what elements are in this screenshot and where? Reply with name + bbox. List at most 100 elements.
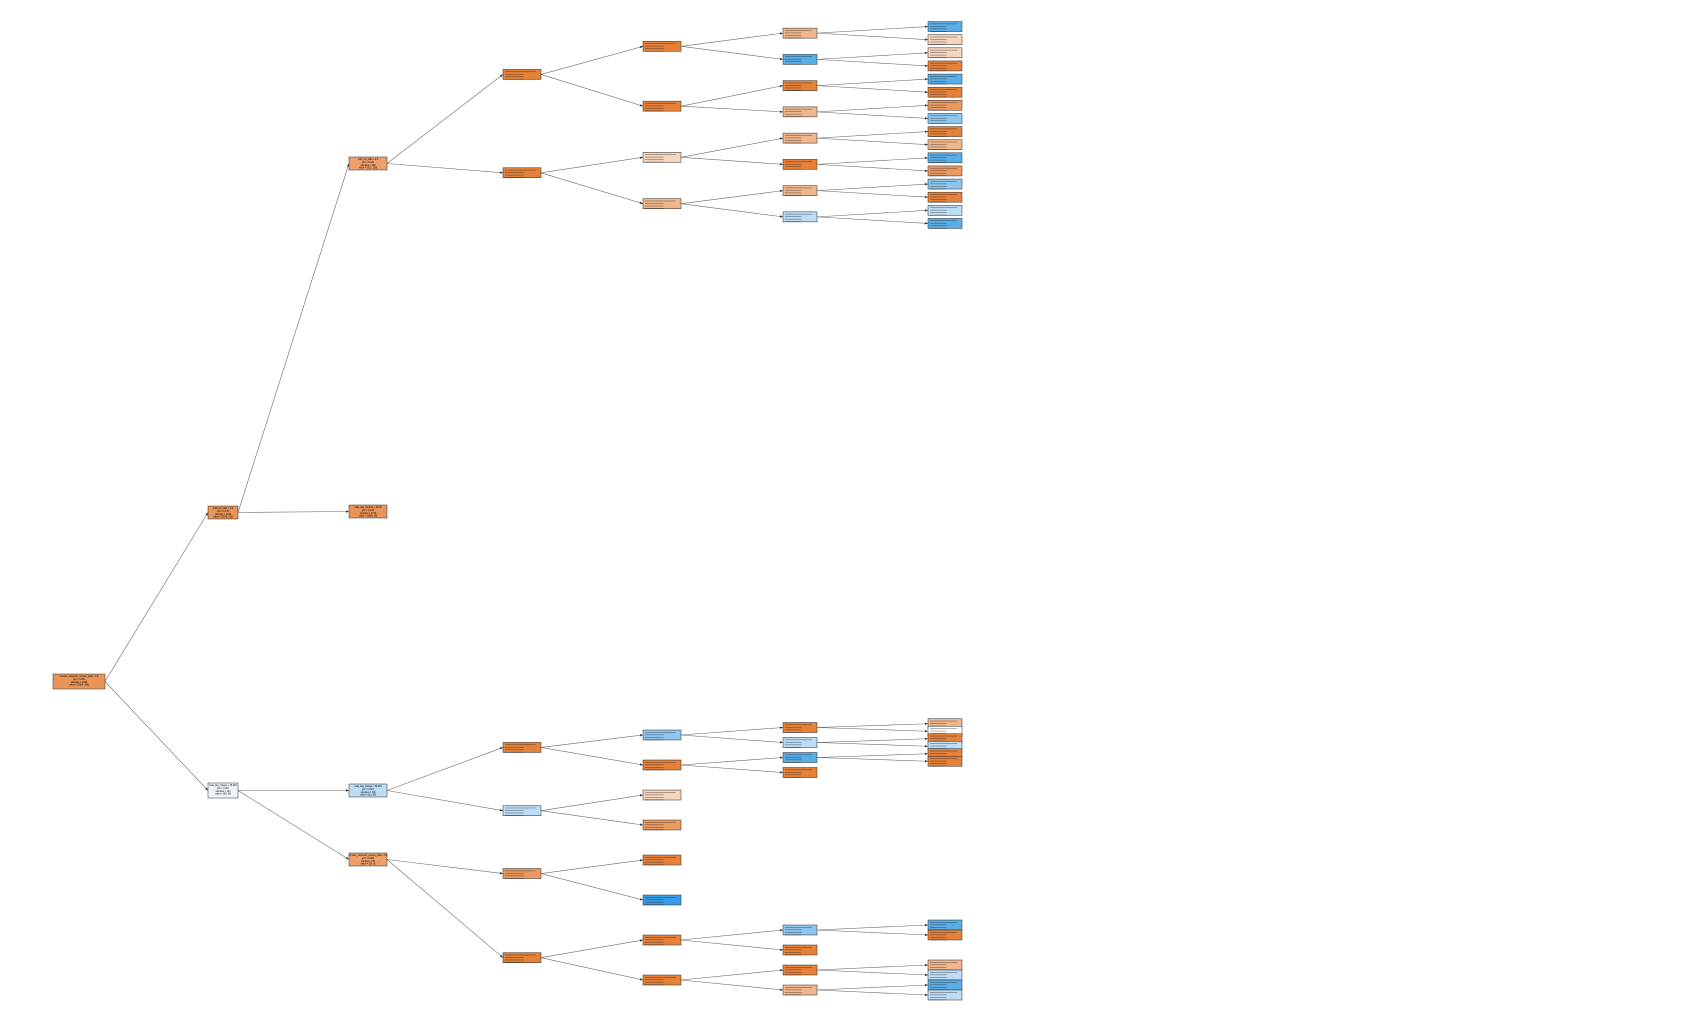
tree-node-text-line bbox=[930, 927, 947, 928]
tree-node bbox=[927, 959, 963, 971]
tree-edge-arrow bbox=[779, 988, 783, 991]
tree-node bbox=[782, 984, 818, 996]
tree-node-l2a-label-line: value = [312, 156] bbox=[359, 168, 378, 170]
tree-node-text-line bbox=[930, 997, 947, 998]
tree-edge bbox=[816, 723, 929, 728]
tree-node-text-line bbox=[645, 767, 664, 768]
tree-node bbox=[927, 152, 963, 164]
tree-node-text-line bbox=[930, 102, 957, 103]
tree-node-text-line bbox=[785, 772, 802, 773]
tree-node-text-line bbox=[785, 135, 812, 136]
tree-edge-arrow bbox=[924, 222, 928, 225]
tree-node-text-line bbox=[930, 78, 947, 80]
tree-node-text-line bbox=[930, 94, 947, 95]
tree-node-text-line bbox=[930, 76, 957, 77]
tree-node-text-line bbox=[645, 977, 676, 978]
tree-node-text-line bbox=[930, 149, 947, 150]
tree-edge bbox=[816, 738, 929, 743]
tree-node-text-line bbox=[785, 166, 802, 167]
tree-node bbox=[782, 722, 818, 733]
tree-edge bbox=[237, 790, 350, 860]
tree-edge bbox=[680, 979, 784, 991]
tree-node-text-line bbox=[785, 954, 802, 956]
tree-edge bbox=[816, 969, 929, 976]
tree-edge bbox=[386, 790, 504, 811]
tree-node-text-line bbox=[930, 220, 957, 222]
tree-edge-arrow bbox=[779, 215, 783, 218]
tree-node-text-line bbox=[505, 957, 524, 958]
tree-node-text-line bbox=[785, 929, 802, 931]
tree-node bbox=[927, 100, 963, 111]
tree-edge bbox=[816, 757, 929, 762]
tree-node-text-line bbox=[930, 760, 947, 762]
tree-node-text-line bbox=[645, 939, 664, 941]
tree-node-text-line bbox=[930, 57, 947, 58]
tree-edge bbox=[816, 727, 929, 732]
tree-edge-arrow bbox=[924, 923, 928, 927]
tree-edge-arrow bbox=[639, 794, 643, 797]
tree-node-text-line bbox=[645, 824, 664, 826]
tree-node-text-line bbox=[645, 899, 664, 901]
tree-node-text-line bbox=[645, 110, 664, 112]
tree-node bbox=[927, 969, 963, 981]
tree-node-text-line bbox=[785, 972, 802, 973]
tree-node-text-line bbox=[785, 221, 802, 222]
tree-node-text-line bbox=[505, 807, 536, 809]
tree-edge-arrow bbox=[639, 763, 643, 766]
tree-edge bbox=[540, 810, 644, 826]
tree-node-text-line bbox=[785, 934, 802, 936]
tree-node bbox=[927, 126, 963, 137]
tree-node-text-line bbox=[930, 120, 947, 122]
tree-edge bbox=[816, 52, 929, 60]
tree-edge-arrow bbox=[639, 939, 643, 942]
tree-node-text-line bbox=[645, 897, 676, 898]
tree-edge-arrow bbox=[346, 789, 349, 792]
tree-node-text-line bbox=[930, 743, 957, 744]
tree-edge-arrow bbox=[924, 933, 928, 937]
tree-node-l2b-label-line: gini = 0.176 bbox=[362, 510, 375, 512]
tree-node-text-line bbox=[930, 31, 947, 32]
tree-edge-arrow bbox=[924, 759, 928, 763]
tree-node-text-line bbox=[785, 113, 802, 115]
tree-node-text-line bbox=[785, 777, 802, 778]
tree-node bbox=[927, 756, 963, 767]
tree-edge bbox=[386, 747, 504, 791]
tree-edges bbox=[104, 25, 929, 997]
tree-edge bbox=[104, 681, 209, 791]
tree-edge-arrow bbox=[924, 169, 928, 172]
tree-node-text-line bbox=[645, 203, 664, 204]
tree-node-text-line bbox=[930, 128, 957, 130]
tree-edge-arrow bbox=[924, 973, 928, 977]
tree-node-text-line bbox=[930, 83, 947, 85]
tree-node bbox=[927, 139, 963, 150]
tree-node-text-line bbox=[930, 994, 947, 996]
tree-edge-arrow bbox=[205, 512, 208, 516]
tree-edge-arrow bbox=[924, 209, 928, 212]
tree-edge bbox=[816, 742, 929, 747]
tree-edge bbox=[816, 924, 929, 931]
tree-node bbox=[642, 934, 682, 946]
tree-edge bbox=[816, 210, 929, 218]
tree-edge bbox=[540, 939, 644, 958]
tree-edge-arrow bbox=[924, 51, 928, 55]
tree-node-text-line bbox=[930, 115, 957, 117]
tree-node-text-line bbox=[645, 769, 664, 771]
tree-node-text-line bbox=[930, 117, 947, 119]
tree-node bbox=[782, 80, 818, 91]
tree-node-l2c-label-line: total_day_charge ≤ 32.225 bbox=[354, 785, 382, 788]
tree-node-l2a-box bbox=[348, 156, 388, 171]
tree-node-text-line bbox=[645, 762, 676, 763]
tree-node bbox=[782, 106, 818, 118]
tree-node-l2d-box bbox=[348, 852, 388, 867]
tree-node bbox=[502, 805, 542, 816]
tree-node bbox=[642, 974, 682, 986]
tree-node-text-line bbox=[930, 720, 957, 722]
tree-node-text-line bbox=[930, 159, 947, 161]
tree-edge bbox=[816, 111, 929, 119]
tree-edge bbox=[680, 969, 784, 981]
tree-node-text-line bbox=[930, 937, 947, 938]
tree-node-l2a-label-line: total_intl_calls ≤ 2.5 bbox=[358, 158, 379, 161]
tree-edge bbox=[816, 929, 929, 936]
